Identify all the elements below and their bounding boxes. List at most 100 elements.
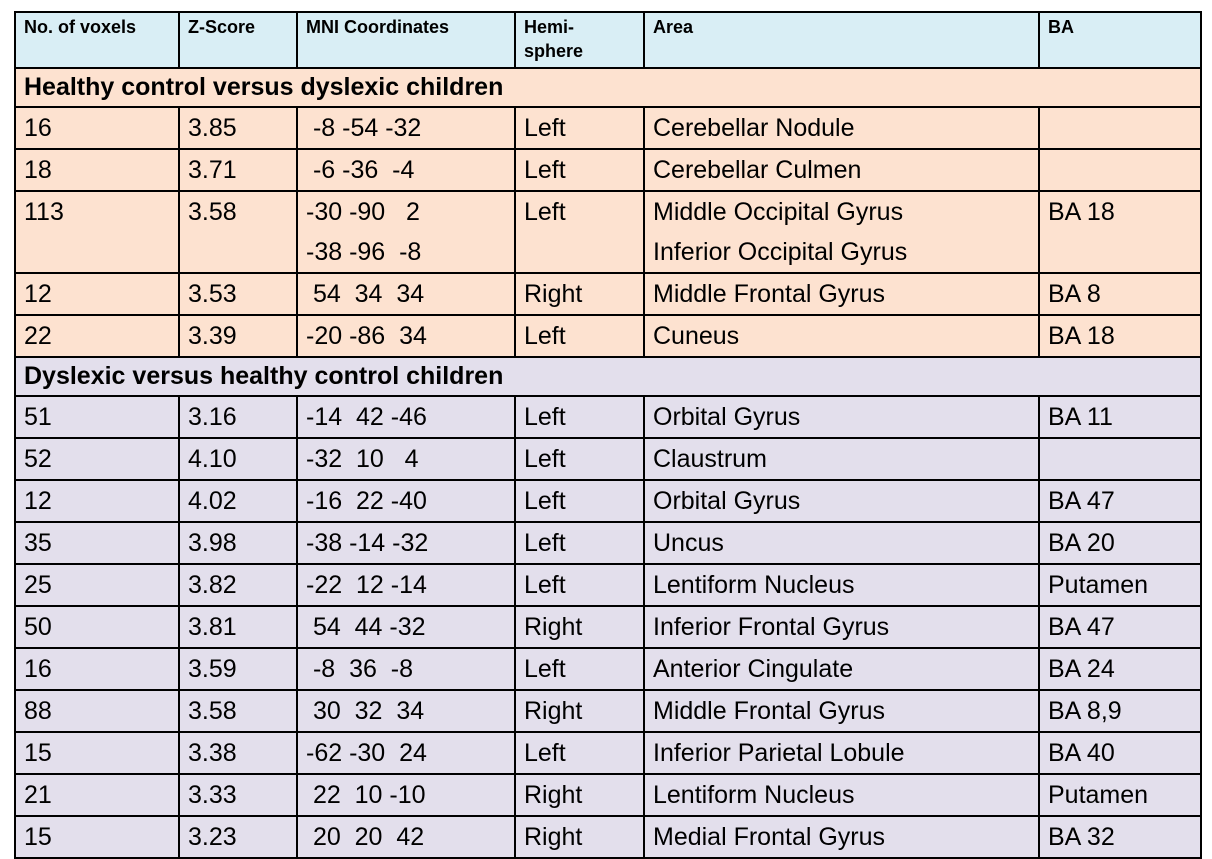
cell-ba: BA 47	[1038, 479, 1202, 523]
cell-voxels: 21	[14, 773, 180, 817]
cell-zscore: 3.98	[178, 521, 298, 565]
cell-hemisphere: Left	[514, 563, 645, 607]
cell-hemisphere: Left	[514, 437, 645, 481]
cell-voxels: 15	[14, 815, 180, 859]
cell-voxels: 35	[14, 521, 180, 565]
cell-area: Anterior Cingulate	[643, 647, 1040, 691]
mni-coordinate: -62 -30 24	[306, 739, 427, 767]
area-name: Orbital Gyrus	[653, 487, 801, 515]
header-mni: MNI Coordinates	[296, 11, 516, 69]
cell-ba: BA 18	[1038, 190, 1202, 274]
cell-ba: BA 32	[1038, 815, 1202, 859]
cell-voxels: 51	[14, 395, 180, 439]
cell-mni: -62 -30 24	[296, 731, 516, 775]
cell-hemisphere: Left	[514, 395, 645, 439]
cell-mni: -22 12 -14	[296, 563, 516, 607]
area-name: Middle Frontal Gyrus	[653, 280, 886, 308]
cell-area: Medial Frontal Gyrus	[643, 815, 1040, 859]
table-row: 15 3.38 -62 -30 24 Left Inferior Parietal Lo…	[14, 731, 1202, 775]
cell-zscore: 3.53	[178, 272, 298, 316]
area-name: Uncus	[653, 529, 724, 557]
cell-voxels: 18	[14, 148, 180, 192]
cell-zscore: 3.39	[178, 314, 298, 358]
mni-coordinate: -16 22 -40	[306, 487, 427, 515]
table-row: 21 3.33 22 10 -10 Right Lentiform Nucleus Pu…	[14, 773, 1202, 817]
section-title: Dyslexic versus healthy control children	[14, 356, 1202, 397]
cell-zscore: 3.23	[178, 815, 298, 859]
cell-area: Orbital Gyrus	[643, 479, 1040, 523]
table-row: 88 3.58 30 32 34 Right Middle Frontal Gyrus…	[14, 689, 1202, 733]
cell-mni: -6 -36 -4	[296, 148, 516, 192]
cell-mni: 20 20 42	[296, 815, 516, 859]
header-zscore: Z-Score	[178, 11, 298, 69]
header-hemisphere-label: Hemi- sphere	[524, 17, 584, 61]
cell-hemisphere: Left	[514, 148, 645, 192]
mni-coordinate: -38 -96 -8	[306, 238, 422, 266]
cell-voxels: 113	[14, 190, 180, 274]
cell-mni: 22 10 -10	[296, 773, 516, 817]
cell-mni: 54 34 34	[296, 272, 516, 316]
area-name: Inferior Parietal Lobule	[653, 739, 905, 767]
area-name: Lentiform Nucleus	[653, 571, 855, 599]
area-name: Claustrum	[653, 445, 767, 473]
table-row: 15 3.23 20 20 42 Right Medial Frontal Gyrus…	[14, 815, 1202, 859]
mni-coordinate: -20 -86 34	[306, 322, 427, 350]
table-row: 50 3.81 54 44 -32 Right Inferior Frontal Gy…	[14, 605, 1202, 649]
cell-voxels: 88	[14, 689, 180, 733]
table-row: 16 3.59 -8 36 -8 Left Anterior Cingulate BA …	[14, 647, 1202, 691]
cell-mni: -8 -54 -32	[296, 106, 516, 150]
table-row: 22 3.39 -20 -86 34 Left Cuneus BA 18	[14, 314, 1202, 358]
mni-coordinate: -38 -14 -32	[306, 529, 429, 557]
area-name: Inferior Occipital Gyrus	[653, 238, 908, 266]
cell-voxels: 16	[14, 106, 180, 150]
table-row: 16 3.85 -8 -54 -32 Left Cerebellar Nodule	[14, 106, 1202, 150]
table-row: 52 4.10 -32 10 4 Left Claustrum	[14, 437, 1202, 481]
cell-ba: BA 24	[1038, 647, 1202, 691]
area-name: Orbital Gyrus	[653, 403, 801, 431]
cell-mni: -20 -86 34	[296, 314, 516, 358]
cell-area: Middle Frontal Gyrus	[643, 272, 1040, 316]
area-name: Cerebellar Nodule	[653, 114, 855, 142]
cell-mni: -8 36 -8	[296, 647, 516, 691]
cell-area: Cerebellar Nodule	[643, 106, 1040, 150]
area-name: Inferior Frontal Gyrus	[653, 613, 890, 641]
cell-ba: BA 8	[1038, 272, 1202, 316]
cell-mni: -14 42 -46	[296, 395, 516, 439]
area-name: Anterior Cingulate	[653, 655, 854, 683]
table-row: 25 3.82 -22 12 -14 Left Lentiform Nucleus Put…	[14, 563, 1202, 607]
cell-zscore: 3.82	[178, 563, 298, 607]
table-row: 18 3.71 -6 -36 -4 Left Cerebellar Culmen	[14, 148, 1202, 192]
cell-area: Orbital Gyrus	[643, 395, 1040, 439]
section-title: Healthy control versus dyslexic children	[14, 67, 1202, 108]
cell-area: Middle Occipital Gyrus Inferior Occipital…	[643, 190, 1040, 274]
cell-area: Inferior Parietal Lobule	[643, 731, 1040, 775]
cell-ba: BA 20	[1038, 521, 1202, 565]
cell-hemisphere: Left	[514, 479, 645, 523]
cell-ba: BA 18	[1038, 314, 1202, 358]
header-voxels: No. of voxels	[14, 11, 180, 69]
cell-zscore: 3.59	[178, 647, 298, 691]
results-table-container: No. of voxels Z-Score MNI Coordinates He…	[14, 11, 1202, 859]
cell-voxels: 25	[14, 563, 180, 607]
section-title-row: Healthy control versus dyslexic children	[14, 67, 1202, 108]
cell-area: Inferior Frontal Gyrus	[643, 605, 1040, 649]
cell-mni: -16 22 -40	[296, 479, 516, 523]
cell-voxels: 15	[14, 731, 180, 775]
section-dyslexic-vs-healthy: Dyslexic versus healthy control children…	[14, 356, 1202, 859]
section-healthy-vs-dyslexic: Healthy control versus dyslexic children…	[14, 67, 1202, 358]
cell-ba: Putamen	[1038, 773, 1202, 817]
header-hemisphere: Hemi- sphere	[514, 11, 645, 69]
cell-voxels: 12	[14, 272, 180, 316]
mni-coordinate: -6 -36 -4	[306, 156, 415, 184]
cell-hemisphere: Left	[514, 647, 645, 691]
area-name: Cerebellar Culmen	[653, 156, 862, 184]
cell-zscore: 3.38	[178, 731, 298, 775]
header-row: No. of voxels Z-Score MNI Coordinates He…	[14, 11, 1202, 69]
cell-zscore: 3.81	[178, 605, 298, 649]
cell-ba: BA 40	[1038, 731, 1202, 775]
cell-voxels: 12	[14, 479, 180, 523]
table-row: 12 4.02 -16 22 -40 Left Orbital Gyrus BA 47	[14, 479, 1202, 523]
cell-area: Lentiform Nucleus	[643, 563, 1040, 607]
area-name: Medial Frontal Gyrus	[653, 823, 886, 851]
cell-ba	[1038, 437, 1202, 481]
